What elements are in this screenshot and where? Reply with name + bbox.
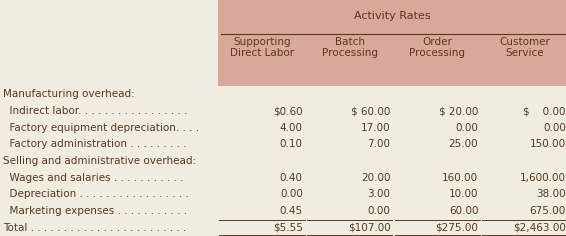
Text: Order
Processing: Order Processing bbox=[409, 37, 465, 59]
Text: 0.00: 0.00 bbox=[456, 123, 478, 133]
Text: Selling and administrative overhead:: Selling and administrative overhead: bbox=[3, 156, 196, 166]
Text: 0.00: 0.00 bbox=[280, 189, 303, 199]
Text: 25.00: 25.00 bbox=[449, 139, 478, 149]
Text: 60.00: 60.00 bbox=[449, 206, 478, 216]
Text: 0.10: 0.10 bbox=[280, 139, 303, 149]
Text: $275.00: $275.00 bbox=[435, 223, 478, 233]
Text: Customer
Service: Customer Service bbox=[500, 37, 550, 59]
Text: 160.00: 160.00 bbox=[442, 173, 478, 183]
Text: 3.00: 3.00 bbox=[367, 189, 391, 199]
Text: 17.00: 17.00 bbox=[361, 123, 391, 133]
Text: Factory equipment depreciation. . . .: Factory equipment depreciation. . . . bbox=[3, 123, 199, 133]
Text: Wages and salaries . . . . . . . . . . .: Wages and salaries . . . . . . . . . . . bbox=[3, 173, 183, 183]
Text: $107.00: $107.00 bbox=[348, 223, 391, 233]
Text: $2,463.00: $2,463.00 bbox=[513, 223, 566, 233]
Text: $0.60: $0.60 bbox=[273, 106, 303, 116]
Text: 150.00: 150.00 bbox=[530, 139, 566, 149]
Text: Indirect labor. . . . . . . . . . . . . . . . .: Indirect labor. . . . . . . . . . . . . … bbox=[3, 106, 187, 116]
Text: 1,600.00: 1,600.00 bbox=[520, 173, 566, 183]
Text: Factory administration . . . . . . . . .: Factory administration . . . . . . . . . bbox=[3, 139, 186, 149]
Text: 4.00: 4.00 bbox=[280, 123, 303, 133]
Text: 0.00: 0.00 bbox=[543, 123, 566, 133]
Text: 0.45: 0.45 bbox=[280, 206, 303, 216]
Text: $    0.00: $ 0.00 bbox=[524, 106, 566, 116]
Text: Supporting
Direct Labor: Supporting Direct Labor bbox=[230, 37, 294, 59]
Bar bbox=[218, 0, 566, 86]
Text: 38.00: 38.00 bbox=[537, 189, 566, 199]
Text: Marketing expenses . . . . . . . . . . .: Marketing expenses . . . . . . . . . . . bbox=[3, 206, 187, 216]
Text: 675.00: 675.00 bbox=[530, 206, 566, 216]
Text: 7.00: 7.00 bbox=[367, 139, 391, 149]
Text: Depreciation . . . . . . . . . . . . . . . . .: Depreciation . . . . . . . . . . . . . .… bbox=[3, 189, 188, 199]
Text: $ 20.00: $ 20.00 bbox=[439, 106, 478, 116]
Text: 0.40: 0.40 bbox=[280, 173, 303, 183]
Text: Total . . . . . . . . . . . . . . . . . . . . . . . .: Total . . . . . . . . . . . . . . . . . … bbox=[3, 223, 186, 233]
Text: 20.00: 20.00 bbox=[361, 173, 391, 183]
Text: Activity Rates: Activity Rates bbox=[354, 11, 430, 21]
Text: 0.00: 0.00 bbox=[368, 206, 391, 216]
Text: Batch
Processing: Batch Processing bbox=[321, 37, 378, 59]
Text: Manufacturing overhead:: Manufacturing overhead: bbox=[3, 89, 135, 99]
Text: $5.55: $5.55 bbox=[273, 223, 303, 233]
Text: $ 60.00: $ 60.00 bbox=[351, 106, 391, 116]
Text: 10.00: 10.00 bbox=[449, 189, 478, 199]
